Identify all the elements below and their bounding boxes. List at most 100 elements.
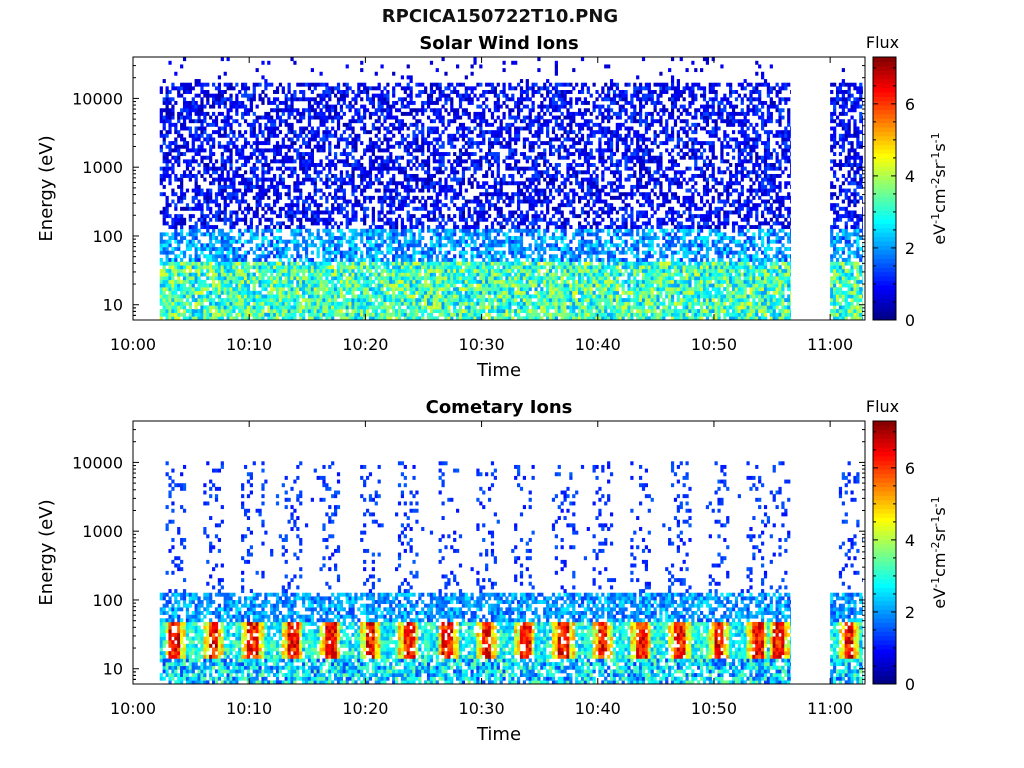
heatmap-cell xyxy=(209,309,213,313)
heatmap-cell xyxy=(290,272,294,277)
heatmap-cell xyxy=(377,119,381,124)
heatmap-cell xyxy=(293,305,297,310)
heatmap-cell xyxy=(441,203,445,208)
heatmap-cell xyxy=(165,166,169,171)
heatmap-cell xyxy=(479,64,483,69)
heatmap-cell xyxy=(406,203,410,208)
heatmap-cell xyxy=(331,290,335,295)
heatmap-cell xyxy=(345,199,349,204)
heatmap-cell xyxy=(281,250,285,255)
heatmap-cell xyxy=(162,279,166,284)
heatmap-cell xyxy=(395,283,399,288)
heatmap-cell xyxy=(351,239,355,244)
heatmap-cell xyxy=(432,166,436,171)
heatmap-cell xyxy=(171,309,175,313)
heatmap-cell xyxy=(316,126,320,131)
heatmap-cell xyxy=(209,166,213,171)
heatmap-cell xyxy=(456,301,460,306)
heatmap-cell xyxy=(313,181,317,186)
heatmap-cell xyxy=(392,181,396,186)
heatmap-cell xyxy=(467,144,471,149)
heatmap-cell xyxy=(392,115,396,120)
heatmap-cell xyxy=(487,82,492,87)
heatmap-cell xyxy=(467,232,471,237)
heatmap-cell xyxy=(354,141,358,146)
heatmap-cell xyxy=(275,309,280,313)
heatmap-cell xyxy=(243,192,248,197)
heatmap-cell xyxy=(226,268,230,273)
heatmap-cell xyxy=(290,126,294,131)
heatmap-cell xyxy=(197,301,201,306)
heatmap-cell xyxy=(453,301,457,306)
heatmap-cell xyxy=(325,279,329,284)
heatmap-cell xyxy=(191,97,195,102)
heatmap-cell xyxy=(476,210,480,215)
heatmap-cell xyxy=(360,141,364,146)
heatmap-cell xyxy=(435,130,439,135)
heatmap-cell xyxy=(290,108,294,113)
heatmap-cell xyxy=(241,316,245,321)
heatmap-cell xyxy=(188,130,192,135)
heatmap-cell xyxy=(351,305,355,310)
heatmap-cell xyxy=(453,90,457,94)
heatmap-cell xyxy=(496,265,500,270)
heatmap-cell xyxy=(426,195,431,200)
heatmap-cell xyxy=(461,316,466,321)
heatmap-cell xyxy=(287,111,291,116)
heatmap-cell xyxy=(188,316,192,321)
heatmap-cell xyxy=(238,90,242,94)
heatmap-cell xyxy=(458,265,463,270)
heatmap-cell xyxy=(450,283,454,288)
heatmap-cell xyxy=(165,133,169,138)
heatmap-cell xyxy=(267,290,271,295)
heatmap-cell xyxy=(241,232,245,237)
heatmap-cell xyxy=(168,100,172,105)
heatmap-cell xyxy=(267,195,271,200)
heatmap-cell xyxy=(212,276,216,281)
heatmap-cell xyxy=(252,279,256,284)
heatmap-cell xyxy=(487,206,492,211)
heatmap-cell xyxy=(203,272,207,277)
heatmap-cell xyxy=(328,133,332,138)
heatmap-cell xyxy=(171,312,175,317)
heatmap-cell xyxy=(223,265,227,270)
heatmap-cell xyxy=(444,86,448,91)
heatmap-cell xyxy=(432,199,436,204)
heatmap-cell xyxy=(290,305,294,310)
heatmap-cell xyxy=(421,261,425,266)
heatmap-cell xyxy=(273,312,277,317)
heatmap-cell xyxy=(249,246,253,251)
heatmap-cell xyxy=(226,279,230,284)
heatmap-cell xyxy=(302,312,306,317)
heatmap-cell xyxy=(284,268,288,273)
heatmap-cell xyxy=(400,206,405,211)
heatmap-cell xyxy=(456,309,460,313)
heatmap-cell xyxy=(270,305,274,310)
heatmap-cell xyxy=(403,137,407,142)
heatmap-cell xyxy=(316,173,320,178)
heatmap-cell xyxy=(177,144,181,149)
heatmap-cell xyxy=(450,294,454,299)
heatmap-cell xyxy=(493,279,497,284)
heatmap-cell xyxy=(464,290,468,295)
heatmap-cell xyxy=(162,173,166,178)
heatmap-cell xyxy=(235,210,239,215)
heatmap-cell xyxy=(386,312,390,317)
heatmap-cell xyxy=(255,166,259,171)
heatmap-cell xyxy=(357,305,361,310)
heatmap-cell xyxy=(493,287,497,292)
heatmap-cell xyxy=(493,108,497,113)
heatmap-cell xyxy=(438,166,442,171)
heatmap-cell xyxy=(255,301,259,306)
heatmap-cell xyxy=(441,283,445,288)
heatmap-cell xyxy=(252,141,256,146)
heatmap-cell xyxy=(403,111,407,116)
heatmap-cell xyxy=(328,236,332,240)
heatmap-cell xyxy=(331,90,335,94)
heatmap-cell xyxy=(482,133,486,138)
heatmap-cell xyxy=(487,265,492,270)
heatmap-cell xyxy=(281,265,285,270)
heatmap-cell xyxy=(304,246,309,251)
heatmap-cell xyxy=(281,155,285,160)
heatmap-cell xyxy=(304,257,309,262)
